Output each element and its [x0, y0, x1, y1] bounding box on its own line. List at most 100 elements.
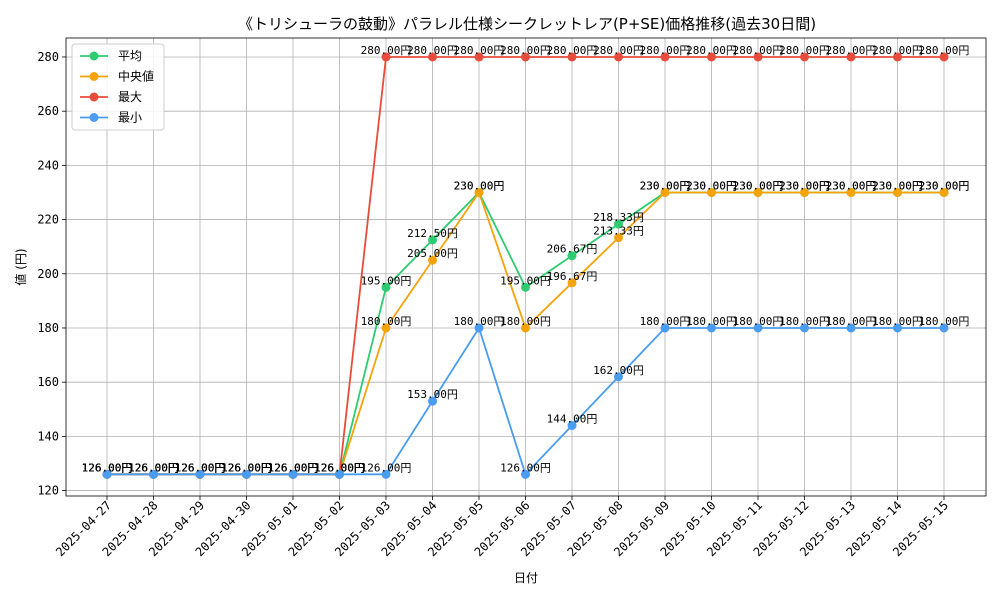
data-point: [381, 469, 391, 479]
data-label: 230.00円: [686, 179, 737, 192]
y-tick-label: 260: [37, 104, 59, 118]
data-label: 180.00円: [779, 315, 830, 328]
data-label: 126.00円: [361, 461, 412, 474]
data-point: [428, 235, 437, 245]
data-label: 126.00円: [221, 461, 272, 474]
data-point: [939, 52, 949, 62]
legend-label: 最小: [118, 111, 142, 125]
data-label: 230.00円: [733, 179, 784, 192]
data-label-layer: 126.00円126.00円126.00円126.00円126.00円126.0…: [82, 44, 970, 474]
data-label: 126.00円: [128, 461, 179, 474]
data-label: 126.00円: [128, 461, 179, 474]
x-axis: 2025-04-272025-04-282025-04-292025-04-30…: [53, 496, 951, 559]
data-label: 126.00円: [314, 461, 365, 474]
data-point: [800, 323, 809, 333]
data-label: 218.33円: [593, 211, 644, 224]
data-point: [753, 187, 763, 197]
data-label: 180.00円: [733, 315, 784, 328]
data-label: 126.00円: [268, 461, 319, 474]
legend-marker: [89, 113, 99, 122]
data-label: 212.50円: [407, 227, 458, 240]
y-tick-label: 240: [37, 158, 59, 172]
data-point: [800, 187, 809, 197]
data-label: 230.00円: [872, 179, 923, 192]
data-label: 153.00円: [407, 388, 458, 401]
data-label: 180.00円: [500, 315, 551, 328]
legend-item: 最大: [80, 90, 142, 104]
data-label: 230.00円: [779, 179, 830, 192]
data-label: 280.00円: [593, 44, 644, 57]
data-label: 230.00円: [826, 179, 877, 192]
grid-layer: [66, 38, 986, 496]
data-label: 126.00円: [175, 461, 226, 474]
data-label: 230.00円: [640, 179, 691, 192]
data-label: 180.00円: [872, 315, 923, 328]
data-point: [660, 52, 670, 62]
data-label: 280.00円: [407, 44, 458, 57]
data-label: 126.00円: [221, 461, 272, 474]
data-label: 126.00円: [82, 461, 133, 474]
data-point: [614, 52, 623, 62]
y-tick-label: 180: [37, 321, 59, 335]
data-point: [521, 469, 530, 479]
data-label: 280.00円: [500, 44, 551, 57]
data-point: [893, 52, 902, 62]
data-point: [428, 255, 437, 265]
data-point: [846, 187, 856, 197]
data-label: 280.00円: [919, 44, 970, 57]
data-label: 280.00円: [826, 44, 877, 57]
data-label: 180.00円: [686, 315, 737, 328]
data-label: 126.00円: [314, 461, 365, 474]
data-label: 206.67円: [547, 243, 598, 256]
data-label: 126.00円: [268, 461, 319, 474]
data-label: 126.00円: [82, 461, 133, 474]
legend-marker: [89, 72, 99, 81]
data-point: [567, 421, 577, 431]
data-label: 230.00円: [826, 179, 877, 192]
y-tick-label: 120: [37, 484, 59, 498]
data-point: [707, 187, 716, 197]
data-label: 230.00円: [454, 179, 505, 192]
data-label: 280.00円: [640, 44, 691, 57]
data-label: 280.00円: [361, 44, 412, 57]
data-label: 280.00円: [733, 44, 784, 57]
legend-label: 平均: [118, 49, 142, 63]
data-point: [939, 187, 949, 197]
legend-item: 中央値: [80, 69, 154, 84]
data-label: 126.00円: [175, 461, 226, 474]
legend-item: 最小: [80, 111, 142, 125]
data-point: [660, 187, 670, 197]
data-label: 126.00円: [175, 461, 226, 474]
data-point: [521, 323, 530, 333]
data-point: [381, 323, 391, 333]
data-point: [521, 52, 530, 62]
data-label: 126.00円: [268, 461, 319, 474]
data-point: [474, 323, 484, 333]
data-label: 230.00円: [640, 179, 691, 192]
data-label: 126.00円: [221, 461, 272, 474]
series-4: [102, 323, 949, 479]
data-label: 126.00円: [175, 461, 226, 474]
data-label: 126.00円: [268, 461, 319, 474]
y-tick-label: 200: [37, 267, 59, 281]
legend-marker: [89, 92, 99, 102]
data-label: 126.00円: [82, 461, 133, 474]
data-point: [846, 52, 856, 62]
data-point: [614, 372, 623, 382]
data-point: [939, 323, 949, 333]
data-label: 126.00円: [128, 461, 179, 474]
data-label: 196.67円: [547, 270, 598, 283]
data-point: [707, 323, 716, 333]
legend-marker: [89, 51, 99, 61]
data-point: [428, 396, 437, 406]
y-tick-label: 220: [37, 213, 59, 227]
data-point: [428, 52, 437, 62]
data-label: 180.00円: [640, 315, 691, 328]
data-label: 180.00円: [454, 315, 505, 328]
data-label: 230.00円: [733, 179, 784, 192]
data-label: 180.00円: [361, 315, 412, 328]
data-label: 213.33円: [593, 225, 644, 238]
data-label: 230.00円: [919, 179, 970, 192]
